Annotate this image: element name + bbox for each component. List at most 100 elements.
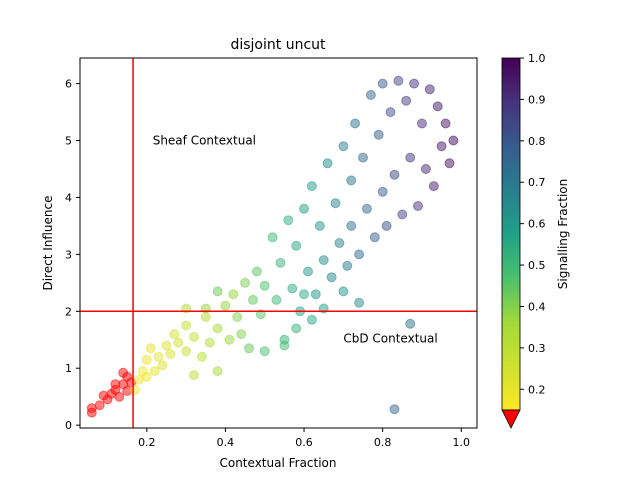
scatter-point xyxy=(303,266,313,277)
scatter-point xyxy=(232,312,243,322)
annotations: Sheaf Contextual CbD Contextual xyxy=(153,134,438,346)
scatter-point xyxy=(424,84,435,95)
scatter-point xyxy=(149,366,160,377)
scatter-point xyxy=(326,272,337,283)
colorbar-tick-label: 1.0 xyxy=(528,52,546,65)
scatter-point xyxy=(130,384,140,395)
colorbar-ticks: 0.2 0.3 0.4 0.5 0.6 0.7 0.8 0.9 1.0 xyxy=(520,52,546,396)
scatter-point xyxy=(224,334,235,345)
scatter-point xyxy=(287,283,298,294)
scatter-point xyxy=(259,346,270,357)
scatter-point xyxy=(346,175,357,186)
scatter-point xyxy=(440,118,451,129)
colorbar xyxy=(501,57,521,411)
scatter-point xyxy=(212,323,223,334)
scatter-point xyxy=(401,95,412,106)
scatter-point xyxy=(381,220,392,231)
x-tick-label: 0.8 xyxy=(374,436,392,449)
annotation-label: CbD Contextual xyxy=(343,332,437,346)
scatter-point xyxy=(397,209,408,220)
scatter-point xyxy=(204,337,215,348)
scatter-point xyxy=(244,343,254,354)
scatter-point xyxy=(228,289,239,300)
scatter-point xyxy=(377,78,388,89)
chart-title: disjoint uncut xyxy=(230,37,326,53)
scatter-point xyxy=(161,340,172,351)
scatter-point xyxy=(306,314,317,325)
colorbar-tick-label: 0.5 xyxy=(528,259,546,272)
scatter-point xyxy=(338,141,349,152)
scatter-point xyxy=(181,320,192,331)
scatter-point xyxy=(409,78,420,89)
scatter-point xyxy=(283,215,294,226)
colorbar-tick-label: 0.2 xyxy=(528,383,546,396)
y-tick-label: 6 xyxy=(65,78,72,91)
y-tick-label: 3 xyxy=(65,248,72,261)
scatter-point xyxy=(365,90,376,100)
scatter-point xyxy=(299,289,309,300)
scatter-point xyxy=(110,379,121,390)
scatter-point xyxy=(342,260,353,271)
scatter-point xyxy=(338,286,349,297)
scatter-point xyxy=(169,329,180,340)
colorbar-tick-label: 0.3 xyxy=(528,342,546,355)
y-tick-label: 0 xyxy=(65,419,72,432)
scatter-point xyxy=(248,294,258,305)
scatter-point xyxy=(181,346,192,357)
scatter-point xyxy=(448,135,459,146)
scatter-point xyxy=(346,220,357,231)
scatter-point xyxy=(373,129,384,140)
scatter-point xyxy=(189,331,199,342)
scatter-point xyxy=(291,240,302,251)
scatter-point xyxy=(220,300,231,311)
y-tick-label: 5 xyxy=(65,135,72,148)
scatter-point xyxy=(200,312,211,322)
scatter-point xyxy=(299,203,309,214)
scatter-point xyxy=(405,318,416,329)
scatter-point xyxy=(279,340,290,351)
scatter-point xyxy=(310,289,321,300)
scatter-point xyxy=(369,232,380,243)
scatter-point xyxy=(354,297,365,308)
y-tick-label: 2 xyxy=(65,305,72,318)
scatter-point xyxy=(444,158,455,169)
scatter-point xyxy=(173,337,184,348)
scatter-point xyxy=(389,404,400,415)
colorbar-tick-label: 0.4 xyxy=(528,300,546,313)
scatter-point xyxy=(334,238,345,248)
scatter-point xyxy=(432,101,443,112)
scatter-point xyxy=(377,186,388,197)
colorbar-label: Signalling Fraction xyxy=(556,179,570,289)
scatter-point xyxy=(251,266,262,277)
scatter-point xyxy=(428,181,439,192)
y-tick-label: 4 xyxy=(65,191,72,204)
colorbar-extend-min xyxy=(501,409,521,429)
scatter-point xyxy=(240,277,251,288)
y-axis-ticks: 0 1 2 3 4 5 6 xyxy=(65,78,80,432)
scatter-point xyxy=(157,360,168,371)
scatter-points xyxy=(86,75,459,418)
scatter-point xyxy=(236,329,247,340)
scatter-point xyxy=(114,391,125,402)
x-tick-label: 0.2 xyxy=(138,436,156,449)
scatter-point xyxy=(385,107,396,118)
scatter-point xyxy=(165,349,176,359)
x-axis-ticks: 0.2 0.4 0.6 0.8 1.0 xyxy=(138,428,470,449)
x-tick-label: 0.6 xyxy=(295,436,313,449)
colorbar-tick-label: 0.7 xyxy=(528,176,546,189)
scatter-point xyxy=(267,232,278,243)
scatter-point xyxy=(153,351,164,362)
colorbar-tick-label: 0.6 xyxy=(528,218,546,231)
scatter-point xyxy=(330,198,341,209)
scatter-point xyxy=(212,286,223,297)
scatter-point xyxy=(189,370,199,381)
scatter-point xyxy=(118,367,129,378)
scatter-point xyxy=(145,343,156,354)
scatter-point xyxy=(358,152,368,163)
scatter-point xyxy=(389,169,400,180)
scatter-point xyxy=(354,249,365,260)
scatter-point xyxy=(393,75,404,86)
y-axis-label: Direct Influence xyxy=(41,195,55,290)
colorbar-tick-label: 0.8 xyxy=(528,135,546,148)
